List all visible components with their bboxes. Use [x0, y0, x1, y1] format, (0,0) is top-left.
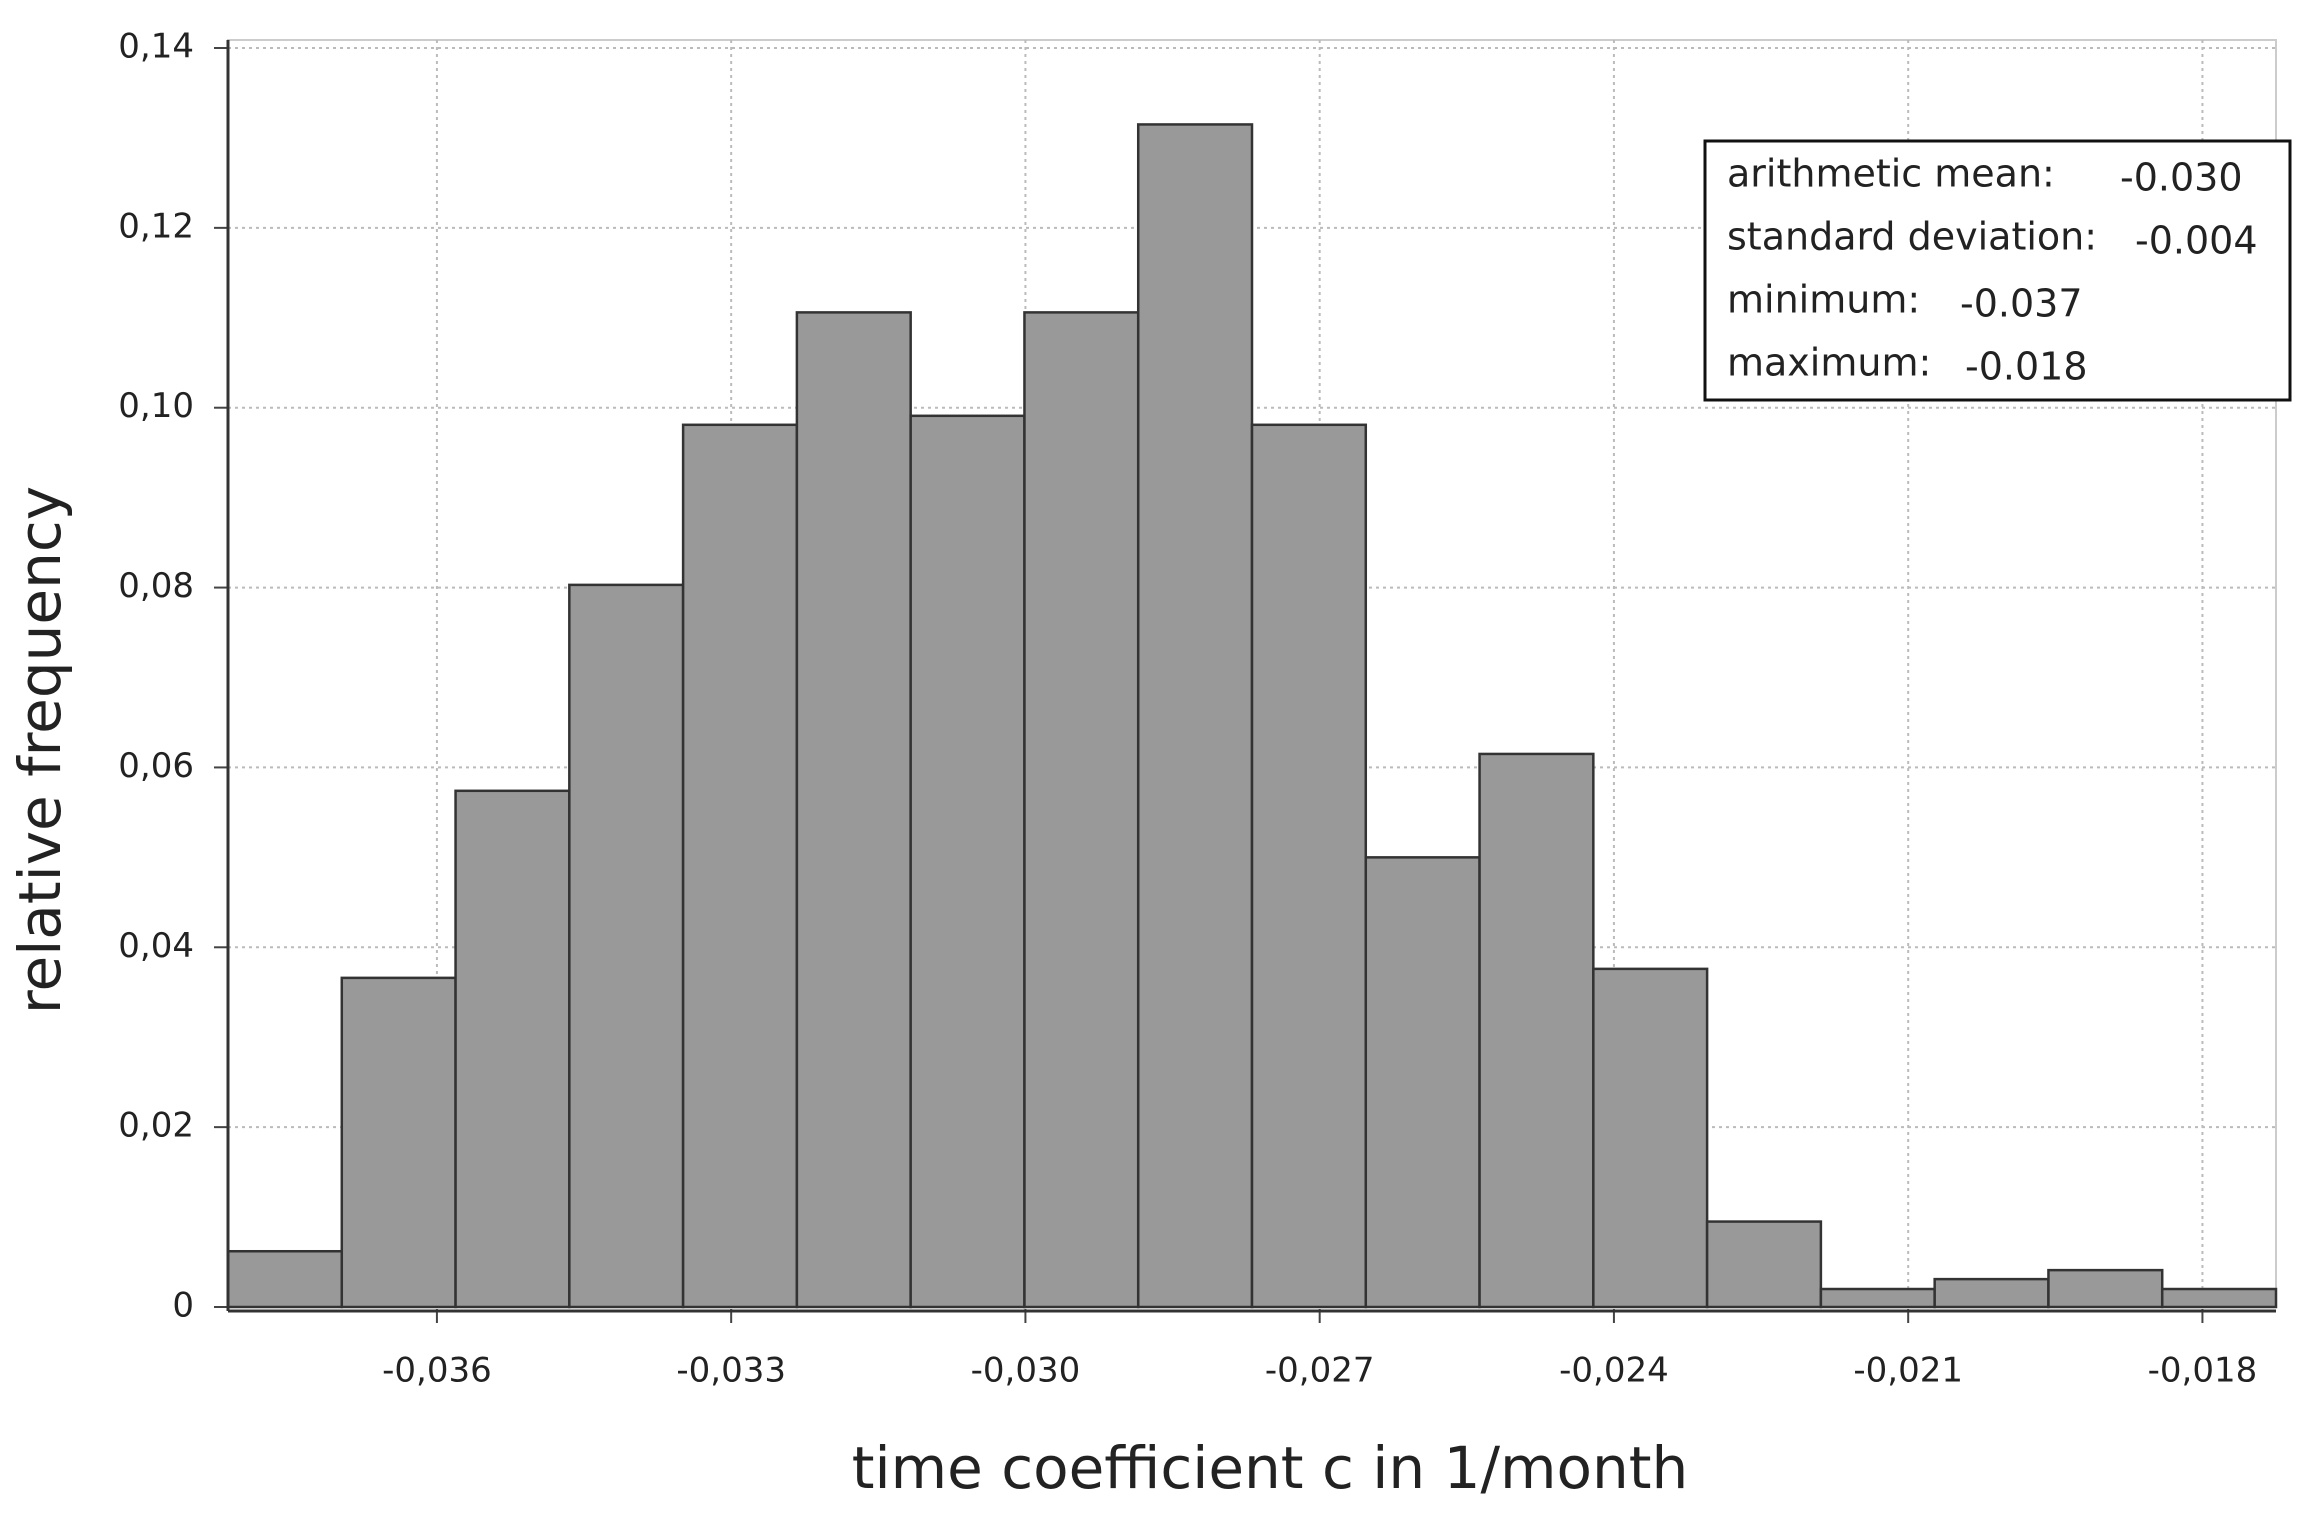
bar	[340, 976, 457, 1309]
bar	[1705, 1220, 1823, 1309]
stat-value: -0.004	[2135, 219, 2258, 263]
bar	[795, 311, 912, 1309]
y-axis-label: relative frequency	[6, 486, 74, 1014]
y-tick-label: 0,08	[118, 566, 194, 606]
bar	[681, 423, 799, 1309]
x-tick-label: -0,021	[1853, 1351, 1963, 1391]
stat-label: maximum:	[1727, 341, 1931, 385]
bar	[1136, 123, 1254, 1309]
bar	[1819, 1287, 1936, 1309]
stats-box	[1703, 139, 2292, 402]
bar	[454, 789, 571, 1309]
y-tick-label: 0,14	[118, 27, 194, 67]
stat-label: minimum:	[1727, 278, 1920, 322]
y-tick-label: 0,02	[118, 1106, 194, 1146]
stat-value: -0.030	[2120, 156, 2243, 200]
stat-value: -0.037	[1960, 282, 2083, 326]
x-tick-label: -0,036	[382, 1351, 492, 1391]
x-tick-label: -0,018	[2148, 1351, 2258, 1391]
y-tick-label: 0,06	[118, 746, 194, 786]
bar	[1023, 311, 1140, 1309]
stat-label: standard deviation:	[1727, 215, 2097, 259]
x-tick-label: -0,033	[676, 1351, 786, 1391]
bar	[2160, 1287, 2278, 1309]
bar	[226, 1249, 344, 1309]
y-tick-label: 0	[172, 1286, 194, 1326]
stat-value: -0.018	[1965, 345, 2088, 389]
bar	[1478, 752, 1595, 1309]
bar	[1592, 967, 1709, 1309]
bar	[909, 414, 1026, 1309]
bar	[1364, 856, 1481, 1309]
y-tick-label: 0,10	[118, 386, 194, 426]
stat-label: arithmetic mean:	[1727, 152, 2055, 196]
bar	[568, 583, 685, 1309]
y-tick-label: 0,12	[118, 206, 194, 246]
x-axis-label: time coefficient c in 1/month	[852, 1434, 1689, 1502]
x-tick-label: -0,030	[971, 1351, 1081, 1391]
bar	[1933, 1277, 2050, 1309]
x-tick-label: -0,027	[1265, 1351, 1375, 1391]
y-tick-label: 0,04	[118, 926, 194, 966]
bar	[2047, 1268, 2164, 1309]
bar	[1250, 423, 1368, 1309]
x-tick-label: -0,024	[1559, 1351, 1669, 1391]
